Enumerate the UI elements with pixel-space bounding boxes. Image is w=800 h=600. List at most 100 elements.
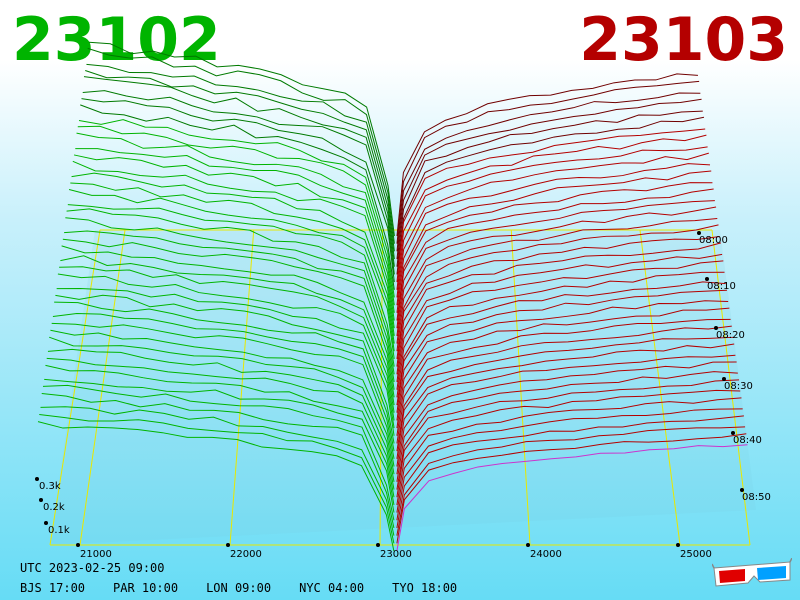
ask-depth-line <box>396 271 725 406</box>
bid-depth-line <box>61 245 395 406</box>
x-tick-mark <box>226 543 230 547</box>
y-tick-mark <box>35 477 39 481</box>
x-tick-label: 22000 <box>230 549 262 560</box>
ask-depth-line <box>396 80 700 244</box>
ask-depth-line <box>396 116 705 275</box>
bid-depth-line <box>77 125 395 306</box>
grid-price-line <box>510 229 531 546</box>
bid-depth-line <box>80 104 395 290</box>
ask-depth-line <box>396 260 724 398</box>
time-tick-label: 08:50 <box>742 492 771 503</box>
ask-depth-line <box>396 224 719 367</box>
ask-depth-line <box>396 354 736 475</box>
clock-par: PAR 10:00 <box>113 581 179 595</box>
bid-depth-line <box>42 384 395 521</box>
time-tick-mark <box>740 488 744 492</box>
ask-depth-line <box>396 92 701 252</box>
bid-depth-line <box>75 148 395 321</box>
ask-depth-line <box>396 397 742 513</box>
bid-depth-line <box>46 357 395 498</box>
bid-depth-line <box>71 172 395 344</box>
bid-depth-line <box>67 204 395 367</box>
bid-depth-line <box>52 312 395 459</box>
ask-depth-line <box>396 242 722 383</box>
bid-depth-line <box>83 76 395 267</box>
ask-depth-line <box>396 343 735 467</box>
time-tick-label: 08:10 <box>707 281 736 292</box>
ask-depth-line <box>396 307 730 436</box>
bid-depth-line <box>51 322 395 467</box>
bid-price: 23102 <box>12 5 221 75</box>
bid-depth-line <box>68 189 395 359</box>
y-tick-mark <box>39 498 43 502</box>
bid-depth-line <box>45 364 395 505</box>
grid-price-line <box>229 229 255 546</box>
time-tick-mark <box>697 231 701 235</box>
bid-depth-line <box>66 208 395 375</box>
ask-depth-line <box>396 152 709 306</box>
ask-depth-line <box>396 253 723 390</box>
bid-depth-line <box>39 413 395 544</box>
bid-depth-line <box>73 154 395 329</box>
time-tick-mark <box>731 431 735 435</box>
grid-price-line <box>639 229 681 546</box>
bid-depth-line <box>62 238 395 398</box>
time-tick-label: 08:30 <box>724 381 753 392</box>
ask-depth-line <box>396 379 740 498</box>
x-tick-mark <box>76 543 80 547</box>
ask-depth-line <box>396 146 708 298</box>
bid-depth-line <box>76 132 395 313</box>
grid-price-line <box>79 229 126 546</box>
bid-depth-line <box>64 230 395 390</box>
ask-depth-line <box>396 110 703 267</box>
ask-depth-line <box>396 188 714 336</box>
bid-depth-line <box>49 336 395 482</box>
bid-depth-line <box>59 266 395 421</box>
bid-depth-line <box>72 160 395 336</box>
x-tick-label: 24000 <box>530 549 562 560</box>
bid-depth-line <box>88 41 395 237</box>
ask-depth-line <box>396 371 738 490</box>
time-tick-mark <box>705 277 709 281</box>
ask-depth-line <box>396 444 748 552</box>
x-tick-mark <box>526 543 530 547</box>
ask-depth-line <box>396 281 726 413</box>
bid-depth-line <box>47 348 395 490</box>
bid-depth-line <box>82 90 395 275</box>
bid-depth-line <box>40 406 395 536</box>
grid-right-edge <box>711 229 751 546</box>
clock-nyc: NYC 04:00 <box>299 581 365 595</box>
ask-depth-line <box>396 426 746 536</box>
bid-depth-line <box>50 329 395 475</box>
ask-depth-line <box>396 389 741 505</box>
time-tick-label: 08:40 <box>733 435 762 446</box>
bid-depth-line <box>60 255 395 413</box>
ask-depth-line <box>396 361 737 482</box>
timezone-clocks: BJS 17:00 PAR 10:00 LON 09:00 NYC 04:00 … <box>20 581 485 595</box>
ask-depth-line <box>396 235 720 375</box>
ask-depth-line <box>396 73 698 237</box>
bid-depth-line <box>56 288 395 436</box>
y-tick-label: 0.2k <box>43 502 65 513</box>
time-tick-label: 08:20 <box>716 330 745 341</box>
x-tick-mark <box>676 543 680 547</box>
bid-depth-line <box>87 47 395 244</box>
grid-left-edge <box>49 229 101 546</box>
x-tick-mark <box>376 543 380 547</box>
ask-depth-line <box>396 200 715 344</box>
ask-depth-line <box>396 134 707 290</box>
grid-price-line <box>379 229 383 546</box>
bid-depth-line <box>54 301 395 452</box>
ask-depth-line <box>396 318 731 444</box>
ask-depth-line <box>396 128 706 283</box>
ask-price: 23103 <box>579 5 788 75</box>
3d-glasses-icon[interactable] <box>712 558 792 592</box>
bid-depth-line <box>70 182 395 352</box>
clock-lon: LON 09:00 <box>206 581 272 595</box>
bid-depth-line <box>55 294 395 444</box>
bid-depth-line <box>41 393 395 529</box>
ask-depth-line <box>396 170 712 321</box>
ask-depth-line <box>396 206 717 352</box>
y-tick-label: 0.3k <box>39 481 61 492</box>
